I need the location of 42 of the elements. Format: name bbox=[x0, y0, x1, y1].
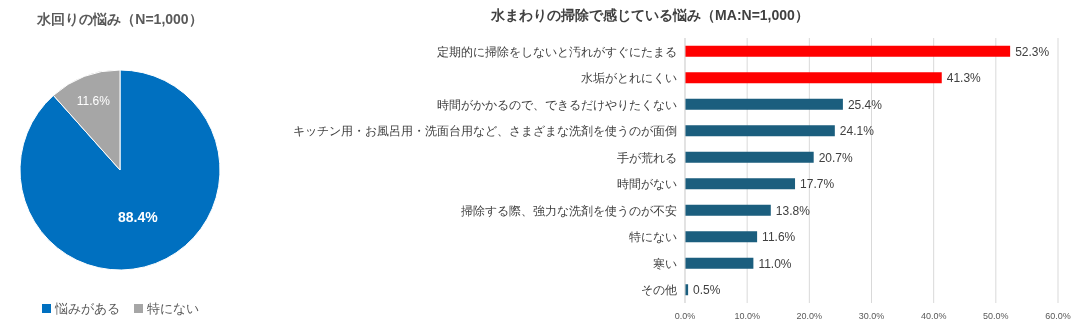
data-label: 13.8% bbox=[775, 203, 811, 218]
bar bbox=[685, 125, 835, 137]
y-tick-label: 手が荒れる bbox=[617, 150, 677, 165]
x-tick-label: 60.0% bbox=[1045, 311, 1071, 321]
bar bbox=[685, 72, 942, 84]
y-tick-label: 水垢がとれにくい bbox=[581, 71, 677, 86]
y-tick-label: 時間がない bbox=[617, 177, 677, 192]
bar bbox=[685, 257, 754, 269]
bar bbox=[685, 45, 1011, 57]
bar bbox=[685, 178, 796, 190]
data-label: 11.0% bbox=[758, 256, 792, 271]
y-tick-label: 寒い bbox=[653, 256, 677, 271]
data-label: 11.6% bbox=[762, 230, 796, 245]
x-tick-label: 0.0% bbox=[674, 311, 696, 321]
y-tick-label: 定期的に掃除をしないと汚れがすぐにたまる bbox=[437, 44, 677, 59]
y-tick-label: 時間がかかるので、できるだけやりたくない bbox=[437, 97, 677, 112]
chart-title: 水回りの悩み（N=1,000） bbox=[36, 11, 203, 27]
data-label: 25.4% bbox=[847, 97, 883, 112]
y-tick-label: 特にない bbox=[629, 230, 677, 245]
x-tick-label: 20.0% bbox=[796, 311, 823, 321]
data-label: 52.3% bbox=[1015, 44, 1050, 59]
data-label: 0.5% bbox=[693, 283, 721, 298]
legend-label: 特にない bbox=[147, 301, 199, 316]
bar bbox=[685, 204, 771, 216]
data-label: 24.1% bbox=[839, 124, 875, 139]
data-label: 41.3% bbox=[946, 71, 982, 86]
bar bbox=[685, 231, 758, 243]
data-label: 88.4% bbox=[117, 208, 159, 225]
y-tick-label: 掃除する際、強力な洗剤を使うのが不安 bbox=[461, 203, 677, 218]
y-tick-label: キッチン用・お風呂用・洗面台用など、さまざまな洗剤を使うのが面倒 bbox=[293, 124, 677, 139]
legend-label: 悩みがある bbox=[54, 301, 120, 316]
y-tick-label: その他 bbox=[641, 283, 677, 298]
x-tick-label: 10.0% bbox=[734, 311, 760, 321]
bar bbox=[685, 151, 814, 163]
chart-title: 水まわりの掃除で感じている悩み（MA:N=1,000） bbox=[490, 7, 809, 23]
bar bbox=[685, 98, 843, 110]
x-tick-label: 30.0% bbox=[858, 311, 885, 321]
data-label: 20.7% bbox=[818, 150, 854, 165]
x-tick-label: 40.0% bbox=[920, 311, 947, 321]
x-tick-label: 50.0% bbox=[983, 311, 1009, 321]
data-label: 11.6% bbox=[76, 93, 111, 108]
data-label: 17.7% bbox=[800, 177, 835, 192]
